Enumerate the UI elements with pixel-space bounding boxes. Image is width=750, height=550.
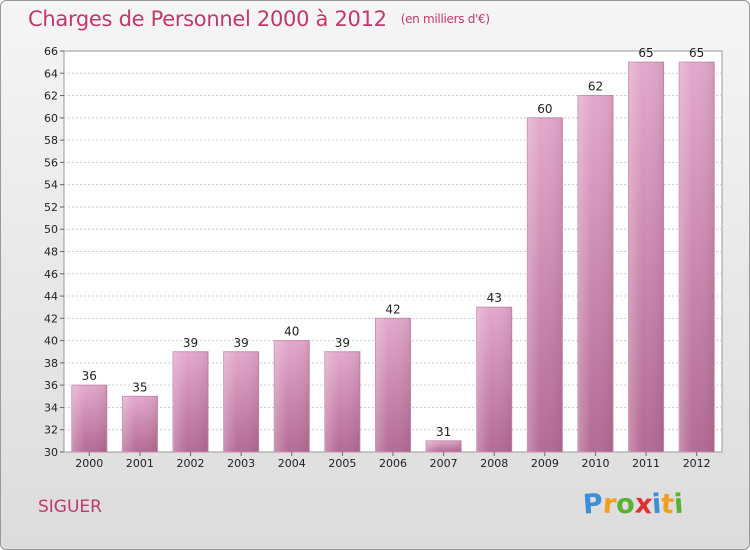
y-tick-label: 32 bbox=[44, 424, 58, 437]
bar-shading bbox=[628, 62, 664, 453]
y-tick-label: 66 bbox=[44, 45, 58, 58]
x-tick-label-2009: 2009 bbox=[531, 457, 559, 470]
chart-title: Charges de Personnel 2000 à 2012 (en mill… bbox=[28, 7, 490, 31]
x-tick-label-2006: 2006 bbox=[379, 457, 407, 470]
y-tick-label: 50 bbox=[44, 223, 58, 236]
bar-shading bbox=[71, 385, 107, 452]
value-label-2003: 39 bbox=[234, 336, 249, 350]
value-label-2004: 40 bbox=[284, 325, 299, 339]
x-tick-label-2003: 2003 bbox=[227, 457, 255, 470]
value-label-2005: 39 bbox=[335, 336, 350, 350]
logo-letter: P bbox=[581, 488, 604, 521]
bar-shading bbox=[274, 340, 310, 452]
x-axis: 2000 2001 2002 2003 2004 2005 2006 2007 2008 2009… bbox=[75, 452, 711, 470]
x-tick-label-2010: 2010 bbox=[581, 457, 609, 470]
bar-shading bbox=[122, 396, 158, 452]
y-tick-label: 34 bbox=[44, 401, 58, 414]
bar-shading bbox=[476, 307, 512, 452]
x-tick-label-2008: 2008 bbox=[480, 457, 508, 470]
bar-shading bbox=[173, 351, 209, 452]
y-tick-label: 44 bbox=[44, 290, 58, 303]
logo-letter: i bbox=[673, 488, 685, 521]
value-label-2007: 31 bbox=[436, 425, 451, 439]
town-name: SIGUER bbox=[38, 497, 102, 517]
x-tick-label-2004: 2004 bbox=[278, 457, 306, 470]
x-tick-label-2005: 2005 bbox=[328, 457, 356, 470]
value-label-2010: 62 bbox=[588, 80, 603, 94]
y-tick-label: 46 bbox=[44, 268, 58, 281]
x-tick-label-2000: 2000 bbox=[75, 457, 103, 470]
y-tick-label: 38 bbox=[44, 357, 58, 370]
x-tick-label-2007: 2007 bbox=[430, 457, 458, 470]
y-tick-label: 58 bbox=[44, 134, 58, 147]
value-label-2012: 65 bbox=[689, 46, 704, 60]
value-label-2001: 35 bbox=[132, 380, 147, 394]
value-label-2002: 39 bbox=[183, 336, 198, 350]
y-axis: 30 32 34 36 38 40 42 44 46 48 50 52 54 56 58 60 62 64 66 bbox=[44, 45, 64, 459]
y-tick-label: 36 bbox=[44, 379, 58, 392]
bar-shading bbox=[426, 440, 462, 452]
bar-shading bbox=[375, 318, 411, 452]
x-tick-label-2012: 2012 bbox=[683, 457, 711, 470]
y-tick-label: 64 bbox=[44, 67, 58, 80]
y-tick-label: 62 bbox=[44, 90, 58, 103]
chart-subtitle: (en milliers d'€) bbox=[400, 12, 490, 26]
bar-shading bbox=[679, 62, 715, 453]
proxiti-logo: Proxiti bbox=[581, 488, 685, 521]
y-tick-label: 42 bbox=[44, 312, 58, 325]
bar-shading bbox=[577, 95, 613, 453]
y-tick-label: 40 bbox=[44, 335, 58, 348]
logo-letter: o bbox=[615, 488, 636, 521]
bar-shading bbox=[223, 351, 259, 452]
y-tick-label: 48 bbox=[44, 246, 58, 259]
y-tick-label: 30 bbox=[44, 446, 58, 459]
y-tick-label: 60 bbox=[44, 112, 58, 125]
y-tick-label: 56 bbox=[44, 156, 58, 169]
value-label-2000: 36 bbox=[82, 369, 97, 383]
y-tick-label: 54 bbox=[44, 179, 58, 192]
bar-shading bbox=[527, 117, 563, 452]
value-label-2006: 42 bbox=[385, 302, 400, 316]
value-label-2008: 43 bbox=[487, 291, 502, 305]
value-label-2009: 60 bbox=[537, 102, 552, 116]
x-tick-label-2011: 2011 bbox=[632, 457, 660, 470]
bars: 36 35 39 39 40 39 42 31 43 60 62 65 65 bbox=[71, 46, 715, 453]
x-tick-label-2002: 2002 bbox=[177, 457, 205, 470]
value-label-2011: 65 bbox=[638, 46, 653, 60]
x-tick-label-2001: 2001 bbox=[126, 457, 154, 470]
y-tick-label: 52 bbox=[44, 201, 58, 214]
bar-shading bbox=[324, 351, 360, 452]
chart-title-text: Charges de Personnel 2000 à 2012 bbox=[28, 7, 387, 31]
